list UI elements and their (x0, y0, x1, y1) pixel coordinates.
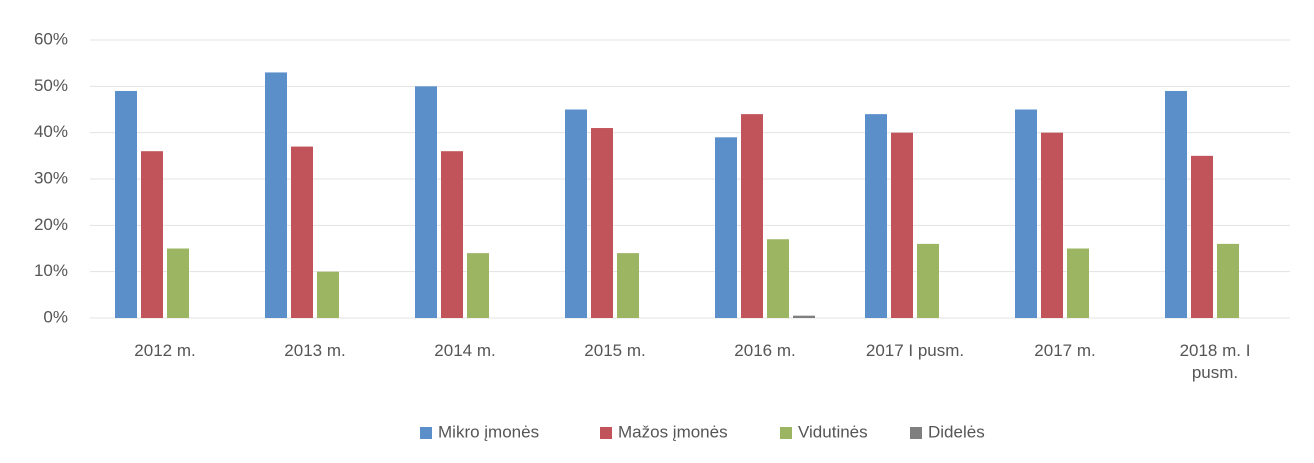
x-tick-label: 2017 I pusm. (865, 341, 965, 360)
bar (793, 315, 815, 318)
legend-label: Didelės (928, 422, 985, 441)
bar (1067, 248, 1089, 318)
legend-swatch (910, 427, 922, 439)
bar (317, 271, 339, 318)
y-tick-label: 60% (34, 29, 68, 48)
x-tick-label: 2018 m. I pusm. (1179, 341, 1251, 382)
bar (617, 253, 639, 318)
bar (1165, 90, 1187, 318)
x-tick-label: 2016 m. (734, 341, 796, 360)
bar (917, 243, 939, 318)
bar (1015, 109, 1037, 318)
bar (467, 253, 489, 318)
bar (865, 114, 887, 318)
bar (141, 151, 163, 318)
legend-label: Mikro įmonės (438, 422, 539, 441)
bar (167, 248, 189, 318)
y-tick-label: 10% (34, 261, 68, 280)
legend-label: Vidutinės (798, 422, 868, 441)
x-tick-label: 2012 m. (134, 341, 196, 360)
y-tick-label: 30% (34, 168, 68, 187)
bar (1041, 132, 1063, 318)
y-tick-label: 0% (43, 307, 68, 326)
bar (565, 109, 587, 318)
bar (891, 132, 913, 318)
y-tick-label: 20% (34, 215, 68, 234)
legend-swatch (780, 427, 792, 439)
bar (1191, 155, 1213, 318)
x-tick-label: 2014 m. (434, 341, 496, 360)
bar (1217, 243, 1239, 318)
bar (767, 239, 789, 318)
y-tick-label: 50% (34, 76, 68, 95)
x-tick-label: 2017 m. (1034, 341, 1096, 360)
bar (741, 114, 763, 318)
bar (441, 151, 463, 318)
x-tick-label: 2013 m. (284, 341, 346, 360)
legend-swatch (600, 427, 612, 439)
bar (591, 128, 613, 318)
bar (715, 137, 737, 318)
legend-swatch (420, 427, 432, 439)
legend-label: Mažos įmonės (618, 422, 728, 441)
bar (291, 146, 313, 318)
bar (415, 86, 437, 318)
y-tick-label: 40% (34, 122, 68, 141)
bar (115, 90, 137, 318)
x-tick-label: 2015 m. (584, 341, 646, 360)
bar (265, 72, 287, 318)
